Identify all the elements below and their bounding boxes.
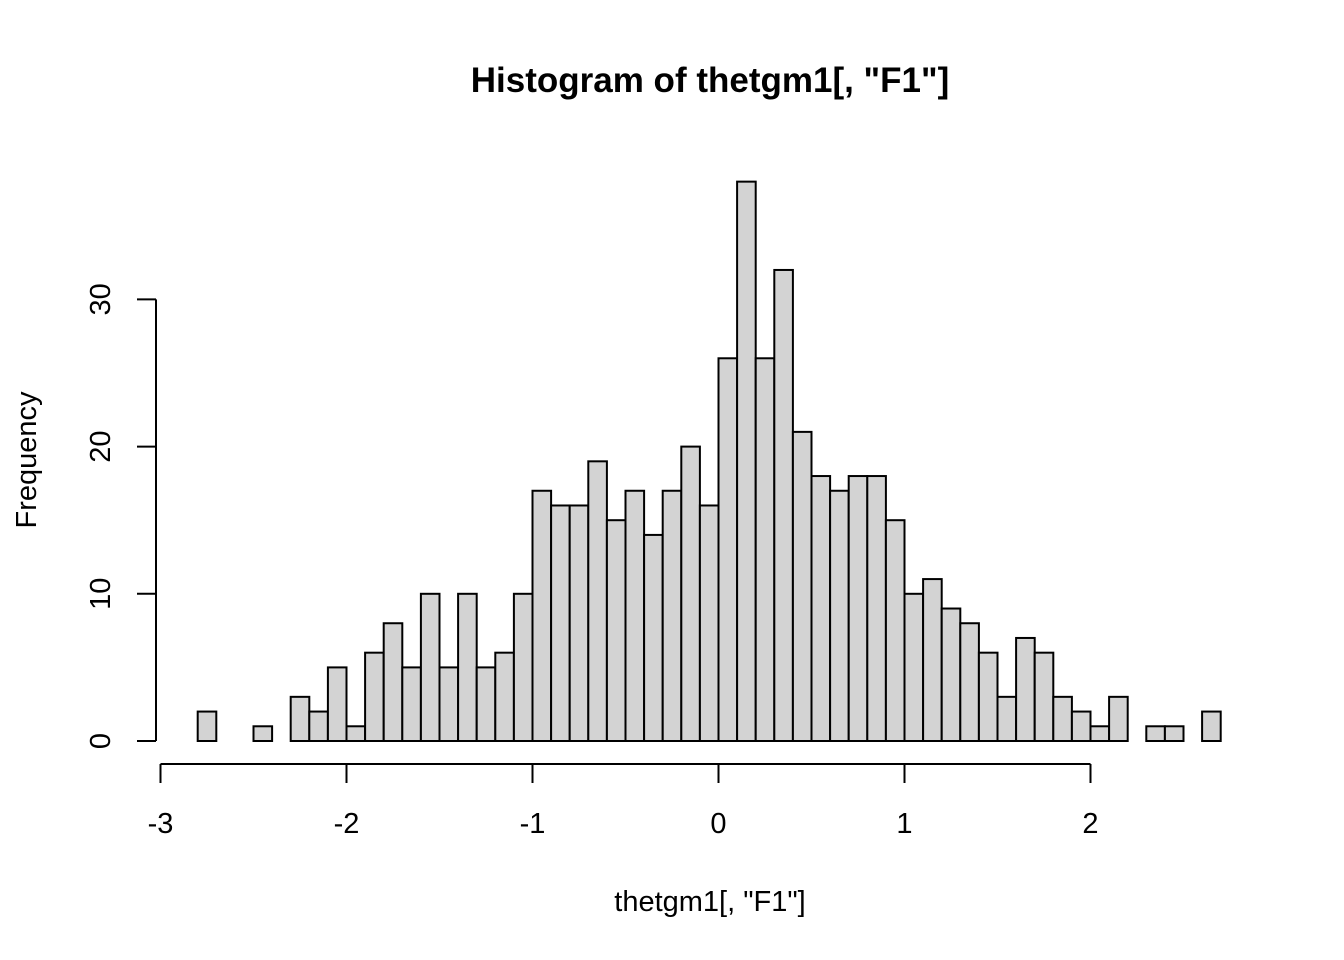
- histogram-bar: [940, 607, 962, 743]
- histogram-bar: [1015, 636, 1036, 743]
- y-axis: 0 10 20 30: [85, 283, 157, 749]
- histogram-bar: [568, 504, 590, 743]
- histogram-bar: [345, 725, 367, 743]
- histogram-bar: [736, 180, 757, 742]
- y-tick-label: 0: [85, 733, 117, 749]
- histogram-bar: [643, 533, 664, 742]
- y-axis-label: Frequency: [11, 391, 43, 529]
- histogram-bar: [326, 666, 348, 743]
- histogram-bar: [382, 622, 404, 742]
- histogram-bar: [512, 592, 534, 742]
- histogram-bar: [364, 651, 385, 742]
- histogram-bar: [717, 357, 739, 742]
- y-tick-label: 30: [85, 283, 117, 315]
- histogram-bar: [698, 504, 720, 743]
- histogram-bar: [457, 592, 478, 742]
- bars-group: [196, 180, 1222, 743]
- histogram-bar: [531, 489, 553, 743]
- histogram-bar: [438, 666, 460, 743]
- histogram-bar: [810, 475, 832, 742]
- histogram-bar: [977, 651, 999, 742]
- y-tick-label: 20: [85, 430, 117, 462]
- x-tick-label: -2: [334, 808, 360, 840]
- histogram-bar: [550, 504, 571, 743]
- histogram-bar: [996, 695, 1018, 743]
- x-tick-label: -3: [148, 808, 174, 840]
- histogram-bar: [1070, 710, 1092, 742]
- histogram-bar: [587, 460, 608, 742]
- histogram-bar: [903, 592, 925, 742]
- histogram-bar: [791, 430, 813, 742]
- histogram-bar: [754, 357, 776, 742]
- histogram-bar: [884, 519, 906, 743]
- y-tick-label: 10: [85, 578, 117, 610]
- histogram-bar: [196, 710, 218, 742]
- histogram-bar: [959, 622, 980, 742]
- chart-title: Histogram of thetgm1[, "F1"]: [471, 61, 949, 100]
- histogram-bar: [1201, 710, 1222, 742]
- histogram-bar: [1033, 651, 1055, 742]
- histogram-bar: [922, 578, 943, 743]
- histogram-bar: [419, 592, 441, 742]
- histogram-bar: [1089, 725, 1111, 743]
- x-tick-label: 0: [710, 808, 726, 840]
- histogram-bar: [605, 519, 627, 743]
- histogram-bar: [1108, 695, 1129, 743]
- histogram-bar: [1163, 725, 1185, 743]
- histogram-bar: [661, 489, 683, 743]
- histogram-bar: [494, 651, 515, 742]
- histogram-bar: [475, 666, 497, 743]
- histogram-bar: [308, 710, 329, 742]
- histogram-bar: [847, 475, 869, 742]
- histogram-bar: [624, 489, 646, 743]
- x-tick-label: -1: [520, 808, 546, 840]
- histogram-bar: [401, 666, 422, 743]
- histogram-bar: [1052, 695, 1073, 743]
- histogram-bar: [829, 489, 850, 743]
- x-axis: -3 -2 -1 0 1 2: [148, 763, 1099, 840]
- histogram-bar: [866, 475, 887, 742]
- x-tick-label: 1: [896, 808, 912, 840]
- histogram-bar: [1145, 725, 1166, 743]
- x-tick-label: 2: [1082, 808, 1098, 840]
- histogram-bar: [252, 725, 274, 743]
- histogram-bar: [289, 695, 311, 743]
- histogram-bar: [680, 445, 701, 742]
- x-axis-label: thetgm1[, "F1"]: [614, 886, 805, 918]
- histogram-bar: [773, 268, 794, 742]
